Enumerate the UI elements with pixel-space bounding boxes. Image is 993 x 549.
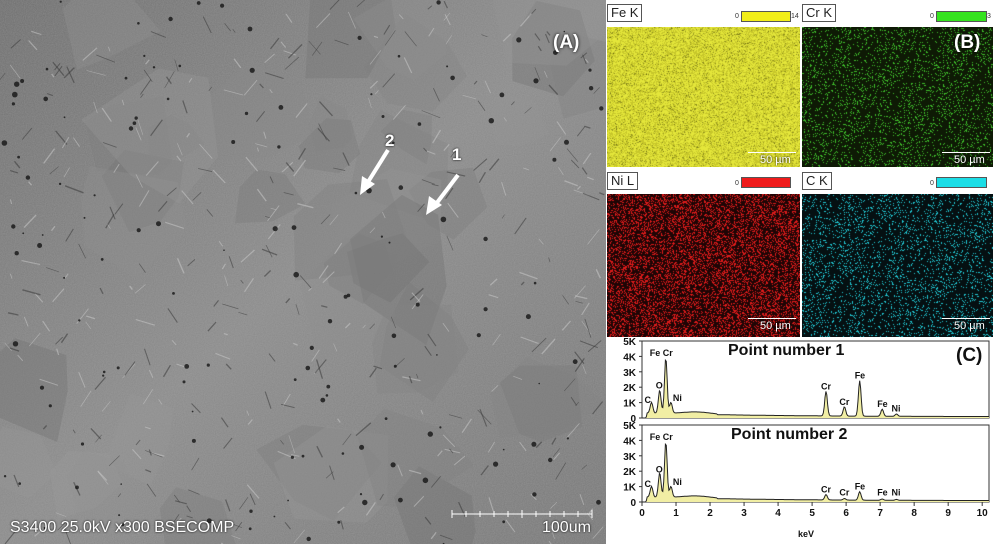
y-tick-label: 0 [630, 414, 636, 425]
peak-label: O [656, 465, 663, 475]
c-min: 0 [930, 180, 934, 187]
x-tick-label: 0 [639, 508, 645, 519]
peak-label: Fe Cr [650, 348, 674, 358]
map-label-fe: Fe K [607, 4, 643, 22]
panel-letter-a: (A) [553, 32, 580, 53]
peak-label: Fe [877, 487, 888, 497]
map-label-c: C K [802, 172, 832, 190]
spectrum-line-2 [642, 442, 990, 503]
spectrum-line-1 [642, 358, 990, 419]
y-tick-label: 2K [623, 467, 637, 478]
x-tick-label: 8 [911, 508, 917, 519]
peak-label: Fe [855, 482, 866, 492]
peak-label: Fe Cr [650, 432, 674, 442]
sem-footer-text: S3400 25.0kV x300 BSECOMP [10, 519, 235, 536]
map-label-cr: Cr K [802, 4, 836, 22]
y-tick-label: 3K [623, 368, 637, 379]
fe-scale-text: 50 µm [760, 154, 791, 166]
y-tick-label: 4K [623, 352, 637, 363]
ni-scalebar [748, 318, 796, 319]
arrow-label-2: 2 [385, 131, 395, 150]
cr-min: 0 [930, 13, 934, 20]
cr-scalebar [942, 152, 990, 153]
ni-map [607, 194, 800, 337]
scale-ruler [451, 510, 593, 518]
y-tick-label: 2K [623, 383, 637, 394]
fe-min: 0 [735, 13, 739, 20]
spectrum-fill-1 [642, 360, 989, 418]
ni-scale-text: 50 µm [760, 320, 791, 332]
peak-label: Fe [877, 399, 888, 409]
spectrum-1-title: Point number 1 [728, 342, 845, 359]
y-tick-label: 1K [623, 483, 637, 494]
x-tick-label: 10 [977, 508, 989, 519]
ni-min: 0 [735, 180, 739, 187]
x-tick-label: 5 [809, 508, 815, 519]
spectrum-fill-2 [642, 444, 989, 502]
grain-boundaries [0, 0, 605, 544]
y-tick-label: 3K [623, 452, 637, 463]
peak-label: Cr [821, 381, 831, 391]
grain-regions [0, 0, 606, 544]
cr-map [802, 27, 993, 167]
peak-label: Cr [821, 485, 831, 495]
y-tick-label: 4K [623, 436, 637, 447]
peak-label: Ni [892, 403, 901, 413]
panel-letter-b: (B) [954, 32, 981, 53]
map-label-ni: Ni L [607, 172, 639, 190]
x-tick-label: 6 [843, 508, 849, 519]
peak-label: O [656, 381, 663, 391]
c-scalebar [942, 318, 990, 319]
pores [1, 0, 604, 544]
peak-label: C [645, 479, 652, 489]
sem-scale-text: 100um [542, 519, 591, 536]
y-tick-label: 1K [623, 399, 637, 410]
cr-max: 3 [987, 13, 991, 20]
y-tick-label: 5K [623, 421, 637, 432]
peak-label: Cr [839, 397, 849, 407]
eds-spectra: 0 1K 2K 3K 4K 5K 0 1K 2K 3K 4K 5K 0 1 2 3 4 5 6 7 8 9 10 C O Fe … [606, 337, 993, 544]
ni-colorbar [741, 177, 791, 188]
x-axis-label: keV [798, 529, 815, 539]
cr-colorbar [936, 11, 987, 22]
x-tick-label: 9 [945, 508, 951, 519]
fe-max: 14 [791, 13, 799, 20]
x-tick-label: 3 [741, 508, 747, 519]
x-tick-label: 7 [877, 508, 883, 519]
arrow-label-1: 1 [452, 145, 462, 164]
x-tick-label: 1 [673, 508, 679, 519]
panel-letter-c: (C) [956, 345, 983, 366]
y-tick-label: 0 [630, 498, 636, 509]
peak-label: Ni [892, 487, 901, 497]
c-map [802, 194, 993, 337]
c-colorbar [936, 177, 987, 188]
peak-label: Ni [673, 477, 682, 487]
peak-label: Ni [673, 393, 682, 403]
spectrum-2-title: Point number 2 [731, 426, 848, 443]
fe-map [607, 27, 800, 167]
fe-colorbar [741, 11, 791, 22]
peak-label: Cr [839, 487, 849, 497]
arrow-1 [426, 173, 460, 215]
cr-scale-text: 50 µm [954, 154, 985, 166]
sem-micrograph: 2 1 (A) S3400 25.0kV x300 BSECOMP 100um [0, 0, 606, 544]
arrow-2 [360, 148, 390, 195]
y-tick-label: 5K [623, 337, 637, 348]
peak-label: Fe [855, 371, 866, 381]
sem-image [0, 0, 606, 544]
c-scale-text: 50 µm [954, 320, 985, 332]
peak-label: C [645, 395, 652, 405]
x-tick-label: 4 [775, 508, 781, 519]
fe-scalebar [748, 152, 796, 153]
x-tick-label: 2 [707, 508, 713, 519]
